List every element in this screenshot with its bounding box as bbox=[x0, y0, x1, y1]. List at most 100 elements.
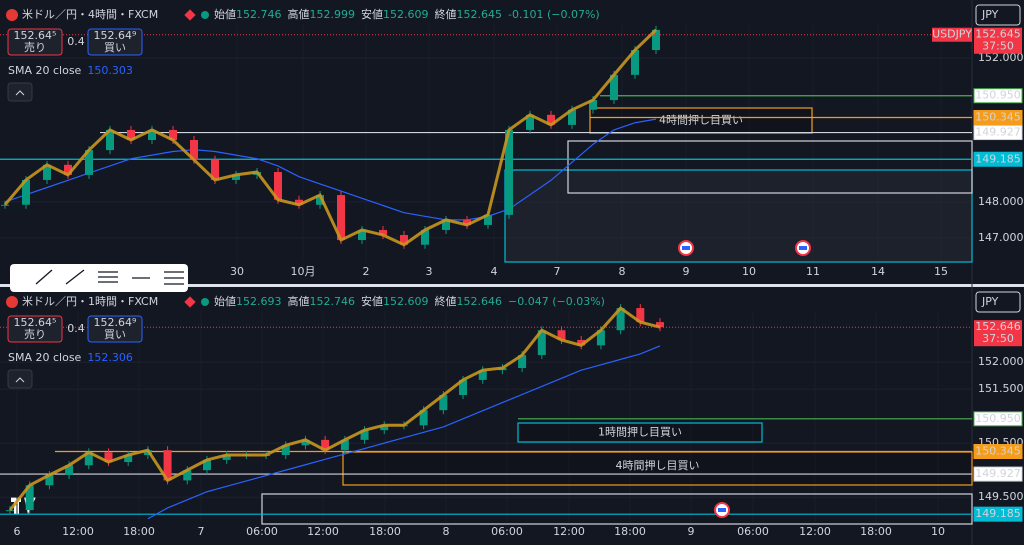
price-label: 152.646 bbox=[975, 320, 1021, 333]
candle bbox=[104, 452, 113, 463]
x-tick-label: 18:00 bbox=[614, 525, 646, 538]
x-tick-label: 12:00 bbox=[799, 525, 831, 538]
x-tick-label: 9 bbox=[688, 525, 695, 538]
ohlc-value: 152.609 bbox=[383, 295, 429, 308]
sell-label: 売り bbox=[24, 328, 46, 341]
sell-button[interactable] bbox=[7, 315, 63, 343]
symbol-icon bbox=[6, 296, 18, 308]
indicator: SMA 20 close 152.306 bbox=[8, 351, 133, 364]
candle bbox=[211, 159, 219, 180]
x-tick-label: 18:00 bbox=[123, 525, 155, 538]
candle bbox=[85, 150, 93, 175]
symbol-icon bbox=[6, 9, 18, 21]
candle bbox=[616, 308, 625, 331]
header: 米ドル／円・4時間・FXCM bbox=[22, 8, 158, 21]
sma-line bbox=[4, 118, 657, 221]
candle bbox=[202, 459, 211, 471]
candle bbox=[340, 439, 349, 451]
y-tick-label: 147.000 bbox=[978, 231, 1024, 244]
candle bbox=[577, 339, 586, 346]
candle bbox=[190, 139, 198, 160]
zone-label: 4時間押し目買い bbox=[616, 458, 700, 472]
zone-box bbox=[342, 451, 973, 486]
ohlc-value: 152.693 bbox=[236, 295, 282, 308]
candle bbox=[274, 172, 282, 200]
candle bbox=[148, 129, 156, 140]
ohlc-name: 終値 bbox=[435, 7, 457, 21]
ohlc-value: 152.609 bbox=[383, 8, 429, 21]
zigzag-line bbox=[3, 28, 658, 247]
x-tick-label: 30 bbox=[230, 265, 244, 278]
y-tick-label: 148.000 bbox=[978, 195, 1024, 208]
x-tick-label: 11 bbox=[806, 265, 820, 278]
drawing-toolbar[interactable] bbox=[10, 264, 188, 292]
buy-button[interactable] bbox=[87, 28, 143, 56]
ohlc-name: 安値 bbox=[361, 294, 383, 308]
x-tick-label: 3 bbox=[426, 265, 433, 278]
countdown: 37:50 bbox=[982, 40, 1014, 53]
change: −0.047 (−0.03%) bbox=[508, 295, 605, 308]
candle bbox=[484, 214, 492, 225]
collapse-button[interactable] bbox=[7, 369, 33, 389]
ohlc-value: 152.646 bbox=[457, 295, 503, 308]
x-tick-label: 12:00 bbox=[553, 525, 585, 538]
indicator-name: SMA 20 close bbox=[8, 351, 82, 364]
candle bbox=[478, 370, 487, 380]
currency-button[interactable] bbox=[975, 291, 1021, 313]
ohlc-value: 152.746 bbox=[236, 8, 282, 21]
candle bbox=[1, 204, 9, 206]
indicator-name: SMA 20 close bbox=[8, 64, 82, 77]
level-label-bg bbox=[973, 444, 1023, 459]
zone-box bbox=[589, 107, 813, 134]
sma-line bbox=[147, 345, 661, 520]
ohlc-name: 高値 bbox=[288, 7, 310, 21]
event-flag-stripe bbox=[682, 246, 690, 250]
candle bbox=[439, 395, 448, 411]
y-tick-label: 152.000 bbox=[978, 355, 1024, 368]
currency-button[interactable] bbox=[975, 4, 1021, 26]
buy-price: 152.64⁹ bbox=[94, 29, 137, 42]
countdown: 37:50 bbox=[982, 332, 1014, 345]
symbol-title: 米ドル／円・4時間・FXCM bbox=[22, 8, 158, 21]
candle bbox=[379, 229, 387, 236]
zigzag-line bbox=[8, 306, 661, 512]
collapse-button[interactable] bbox=[7, 82, 33, 102]
x-tick-label: 10 bbox=[931, 525, 945, 538]
candle bbox=[222, 455, 231, 460]
buy-price: 152.64⁹ bbox=[94, 316, 137, 329]
level-label: 149.927 bbox=[975, 126, 1021, 139]
ohlc-name: 安値 bbox=[361, 7, 383, 21]
zone-box bbox=[517, 422, 763, 443]
candle bbox=[505, 129, 513, 215]
market-status bbox=[201, 11, 209, 19]
x-tick-label: 10月 bbox=[291, 265, 316, 278]
candle bbox=[301, 439, 310, 446]
candle bbox=[518, 355, 527, 369]
sell-button[interactable] bbox=[7, 28, 63, 56]
buy-button[interactable] bbox=[87, 315, 143, 343]
toolbar-icons[interactable] bbox=[35, 269, 184, 285]
candle bbox=[169, 129, 177, 140]
candle bbox=[652, 29, 660, 51]
candle bbox=[380, 425, 389, 431]
ohlc-name: 高値 bbox=[288, 294, 310, 308]
x-tick-label: 7 bbox=[554, 265, 561, 278]
y-tick-label: 152.000 bbox=[978, 51, 1024, 64]
x-tick-label: 06:00 bbox=[491, 525, 523, 538]
ohlc-value: 152.999 bbox=[310, 8, 356, 21]
x-tick-label: 10 bbox=[742, 265, 756, 278]
candle bbox=[337, 195, 345, 241]
x-tick-label: 18:00 bbox=[369, 525, 401, 538]
level-label-bg bbox=[973, 125, 1023, 141]
x-tick-label: 6 bbox=[14, 525, 21, 538]
price-label: 152.645 bbox=[975, 28, 1021, 41]
event-flag-stripe bbox=[799, 246, 807, 250]
candle bbox=[64, 164, 72, 175]
candle bbox=[295, 199, 303, 205]
level-label: 149.185 bbox=[975, 152, 1021, 165]
candle bbox=[321, 439, 330, 451]
header: 米ドル／円・1時間・FXCM bbox=[22, 295, 158, 308]
candle bbox=[65, 465, 74, 475]
candle bbox=[610, 74, 618, 101]
